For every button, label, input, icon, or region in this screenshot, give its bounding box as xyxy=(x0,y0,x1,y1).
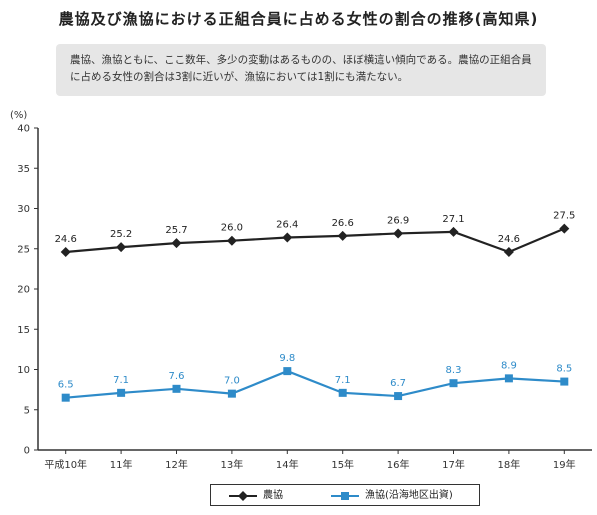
legend-marker-diamond xyxy=(229,491,257,501)
data-point xyxy=(559,223,570,234)
data-label: 6.7 xyxy=(390,378,406,389)
data-point xyxy=(560,377,569,386)
data-point xyxy=(117,388,126,397)
x-tick-label: 15年 xyxy=(331,458,354,471)
data-point xyxy=(337,230,348,241)
y-axis-label: (%) xyxy=(10,110,27,121)
data-point xyxy=(282,232,293,243)
y-tick-label: 0 xyxy=(24,446,30,457)
data-label: 8.5 xyxy=(556,364,572,375)
series-line-0 xyxy=(65,227,565,254)
y-tick-label: 10 xyxy=(17,365,30,376)
data-point xyxy=(393,228,404,239)
data-label: 24.6 xyxy=(55,234,77,245)
data-point xyxy=(448,226,459,237)
legend-label-nokyo: 農協 xyxy=(263,490,283,501)
x-tick-label: 17年 xyxy=(442,458,465,471)
x-tick-label: 14年 xyxy=(276,458,299,471)
data-point xyxy=(226,235,237,246)
data-label: 6.5 xyxy=(58,380,74,391)
data-label: 26.4 xyxy=(276,219,298,230)
data-label: 7.6 xyxy=(169,371,185,382)
data-label: 26.6 xyxy=(332,218,354,229)
data-point xyxy=(172,384,181,393)
data-point xyxy=(227,389,236,398)
data-point xyxy=(449,379,458,388)
data-point xyxy=(116,242,127,253)
chart-title: 農協及び漁協における正組合員に占める女性の割合の推移(高知県) xyxy=(58,10,539,28)
y-tick-label: 35 xyxy=(17,164,30,175)
data-label: 9.8 xyxy=(279,353,295,364)
legend-box: 農協 漁協(沿海地区出資) xyxy=(210,484,480,506)
data-label: 7.0 xyxy=(224,376,240,387)
data-point xyxy=(61,393,70,402)
x-tick-label: 18年 xyxy=(498,458,521,471)
data-label: 7.1 xyxy=(335,375,351,386)
data-point xyxy=(338,388,347,397)
data-label: 25.7 xyxy=(165,225,187,236)
legend: 農協 漁協(沿海地区出資) xyxy=(0,484,597,508)
y-tick-label: 25 xyxy=(17,244,30,255)
x-tick-label: 16年 xyxy=(387,458,410,471)
data-point xyxy=(171,238,182,249)
legend-label-gyokyo: 漁協(沿海地区出資) xyxy=(365,490,453,501)
summary-note: 農協、漁協ともに、ここ数年、多少の変動はあるものの、ほぼ横這い傾向である。農協の… xyxy=(56,44,546,96)
y-tick-label: 15 xyxy=(17,325,30,336)
data-label: 26.0 xyxy=(221,223,243,234)
y-tick-label: 30 xyxy=(17,204,30,215)
y-tick-label: 40 xyxy=(17,124,30,135)
y-tick-label: 5 xyxy=(24,405,30,416)
data-label: 27.5 xyxy=(553,211,575,222)
line-chart: 0 5 10 15 20 25 30 35 40 (%) 平成10年 11年 12年 13年 14年 15年 1… xyxy=(10,110,592,471)
series-line-1 xyxy=(65,369,565,399)
data-point xyxy=(504,374,513,383)
data-label: 25.2 xyxy=(110,229,132,240)
data-label: 7.1 xyxy=(113,375,129,386)
data-point xyxy=(503,246,514,257)
x-tick-label: 平成10年 xyxy=(44,458,87,471)
data-label: 8.3 xyxy=(446,365,462,376)
x-tick-label: 12年 xyxy=(165,458,188,471)
data-label: 8.9 xyxy=(501,360,517,371)
data-point xyxy=(394,392,403,401)
x-tick-label: 11年 xyxy=(110,458,133,471)
y-tick-label: 20 xyxy=(17,285,30,296)
data-label: 24.6 xyxy=(498,234,520,245)
x-tick-label: 13年 xyxy=(221,458,244,471)
legend-marker-square xyxy=(331,492,359,500)
data-label: 26.9 xyxy=(387,215,409,226)
data-point xyxy=(60,246,71,257)
x-tick-label: 19年 xyxy=(553,458,576,471)
data-label: 27.1 xyxy=(442,214,464,225)
data-point xyxy=(283,367,292,376)
